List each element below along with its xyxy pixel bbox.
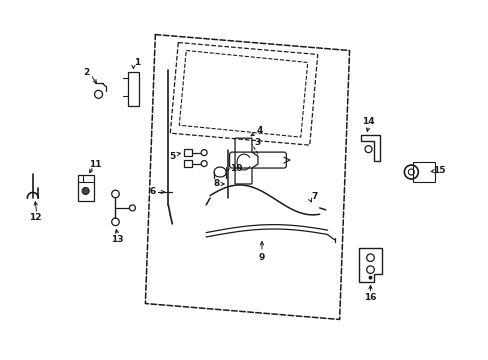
- Text: 1: 1: [134, 58, 140, 67]
- Text: 4: 4: [256, 126, 263, 135]
- Bar: [128, 72, 139, 106]
- Text: 3: 3: [254, 138, 261, 147]
- Text: 8: 8: [214, 180, 220, 189]
- Circle shape: [82, 188, 89, 194]
- Text: 2: 2: [83, 68, 90, 77]
- Text: 16: 16: [364, 293, 376, 302]
- Text: 7: 7: [311, 193, 317, 202]
- Text: 9: 9: [258, 253, 264, 262]
- Text: 10: 10: [229, 163, 242, 172]
- Circle shape: [368, 276, 372, 280]
- Text: 11: 11: [89, 159, 102, 168]
- Text: 15: 15: [432, 166, 445, 175]
- Bar: [412, 162, 434, 182]
- Text: 12: 12: [28, 213, 41, 222]
- Text: 5: 5: [169, 152, 175, 161]
- Bar: [184, 160, 192, 167]
- Bar: [184, 149, 192, 156]
- Text: 13: 13: [111, 235, 123, 244]
- Text: 6: 6: [149, 188, 155, 197]
- Text: 14: 14: [362, 117, 374, 126]
